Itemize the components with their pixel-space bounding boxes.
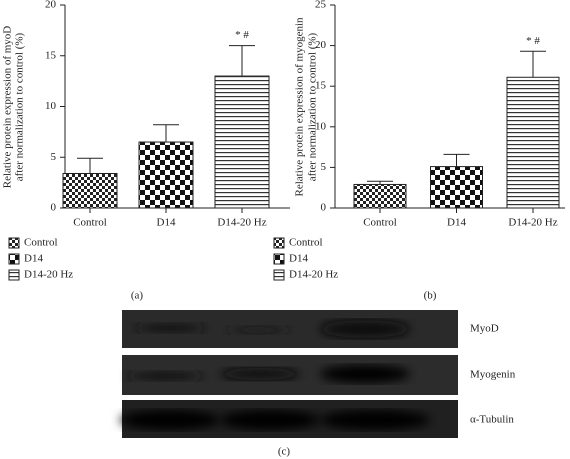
legend-swatch [8,237,20,249]
annotation: * # [235,29,249,41]
caption: (a) [131,290,144,302]
bar [62,172,118,209]
caption: (b) [424,290,437,302]
x-tick-label: D14 [157,217,176,229]
y-tick-label: 0 [321,202,327,214]
legend-label: D14-20 Hz [24,269,73,281]
legend-label: D14-20 Hz [289,269,338,281]
legend-swatch [8,269,20,281]
y-tick-label: 20 [45,0,57,11]
annotation: * # [526,35,540,47]
caption: (c) [278,446,291,458]
y-tick-label: 5 [51,151,57,163]
blot-label: α-Tubulin [470,414,514,426]
blot: MyoD Myogenin α-Tubulin (c) [120,310,516,458]
x-tick-label: Control [73,217,107,229]
y-tick-label: 15 [45,49,57,61]
legend-swatch [273,237,285,249]
bar-chart: 0 5 10 15 20 25 Relative protein expression of… [273,0,565,302]
bar [214,75,270,209]
y-axis-label: after normalization to control (%) [307,32,319,181]
legend-label: Control [24,237,58,249]
y-axis-label: Relative protein expression of myoD [2,26,14,189]
bar [138,141,194,209]
legend-swatch [273,269,285,281]
bar-chart: 0 5 10 15 20 Relative protein expression of m… [2,0,290,302]
y-tick-label: 10 [315,120,327,132]
legend-label: D14 [289,253,308,265]
bar [353,183,407,209]
bar [430,166,483,209]
legend-label: D14 [24,253,43,265]
x-tick-label: D14 [447,217,466,229]
x-tick-label: D14-20 Hz [508,217,557,229]
legend-label: Control [289,237,323,249]
y-tick-label: 25 [315,0,327,11]
bar [506,76,560,209]
blot-label: MyoD [470,323,499,335]
legend-swatch [8,253,20,265]
y-axis-label: Relative protein expression of myogenin [294,17,306,197]
y-tick-label: 20 [315,39,327,51]
y-axis-label: after normalization to control (%) [14,32,26,181]
y-tick-label: 10 [45,100,57,112]
y-tick-label: 15 [315,80,327,92]
x-tick-label: D14-20 Hz [217,217,266,229]
x-tick-label: Control [363,217,397,229]
blot-label: Myogenin [470,369,516,381]
y-tick-label: 5 [321,161,327,173]
y-tick-label: 0 [51,202,57,214]
legend-swatch [273,253,285,265]
